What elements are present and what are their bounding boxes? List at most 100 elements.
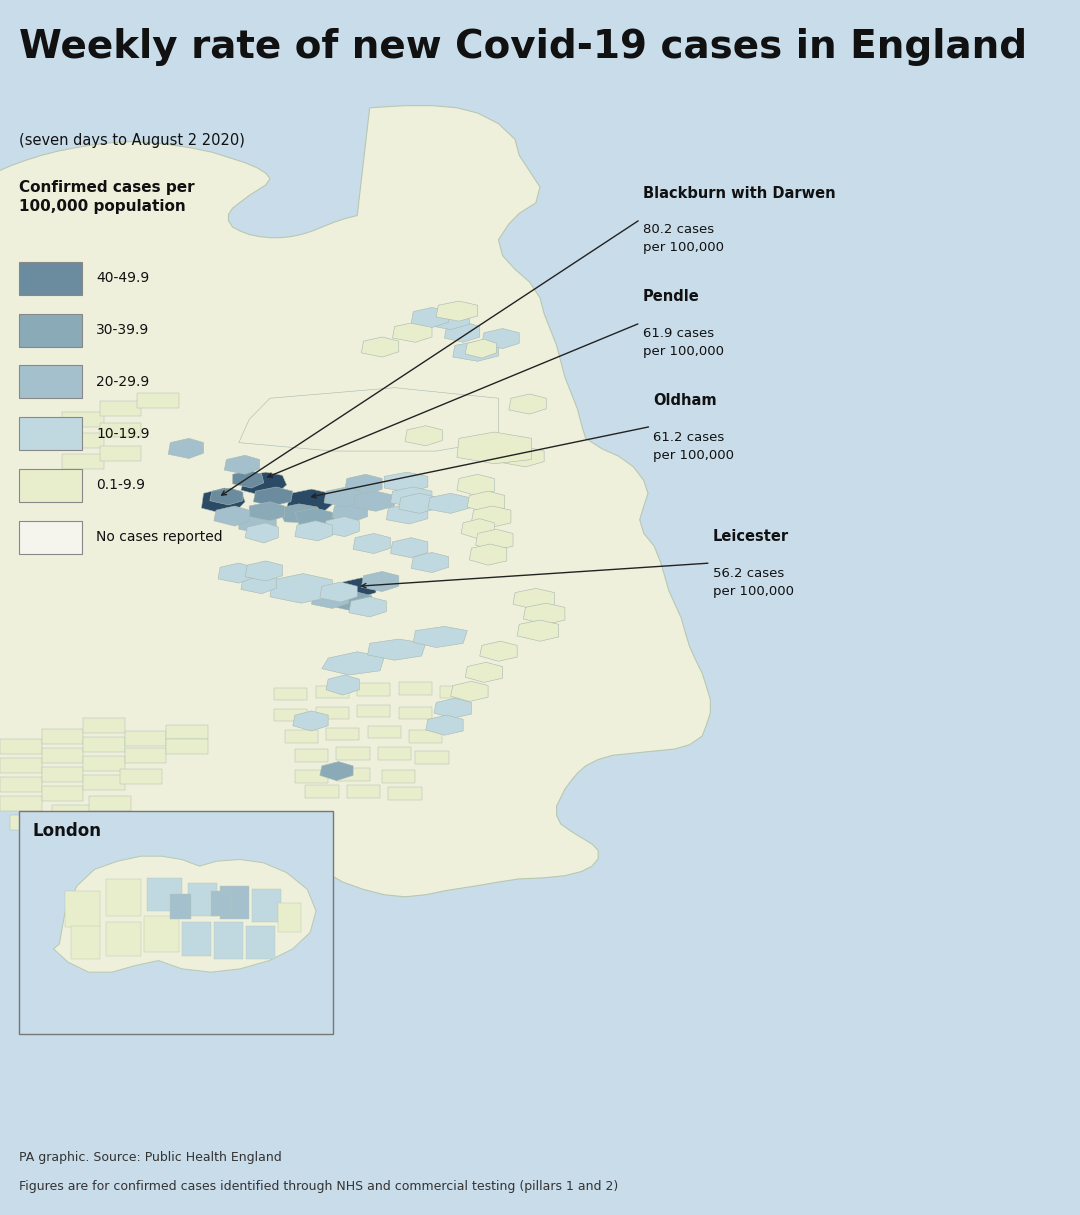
Polygon shape [63,454,104,469]
Polygon shape [320,762,353,780]
Polygon shape [295,770,328,782]
Text: (seven days to August 2 2020): (seven days to August 2 2020) [19,134,245,148]
Polygon shape [166,740,207,755]
Polygon shape [249,502,284,521]
Polygon shape [245,561,283,581]
Polygon shape [99,423,141,437]
Polygon shape [83,756,124,772]
Polygon shape [0,740,41,755]
Polygon shape [284,730,318,742]
Polygon shape [357,684,391,696]
Polygon shape [41,729,83,744]
Polygon shape [367,725,401,739]
Polygon shape [63,412,104,426]
Polygon shape [362,571,399,592]
Polygon shape [171,894,190,919]
Polygon shape [367,639,426,660]
Polygon shape [414,627,468,648]
Polygon shape [295,748,328,762]
Polygon shape [482,328,519,349]
Text: 56.2 cases
per 100,000: 56.2 cases per 100,000 [713,567,794,598]
Polygon shape [41,748,83,763]
Polygon shape [41,767,83,781]
Polygon shape [502,447,544,467]
Polygon shape [274,688,308,700]
Bar [19,812,333,1034]
Polygon shape [441,685,473,699]
Polygon shape [71,926,100,959]
Polygon shape [214,505,249,526]
Polygon shape [99,401,141,417]
Polygon shape [246,926,275,959]
Polygon shape [311,588,349,609]
Polygon shape [434,699,472,718]
Polygon shape [405,425,443,446]
Polygon shape [322,651,384,676]
Polygon shape [457,474,495,496]
Text: 80.2 cases
per 100,000: 80.2 cases per 100,000 [643,224,724,254]
Text: Figures are for confirmed cases identified through NHS and commercial testing (p: Figures are for confirmed cases identifi… [19,1180,619,1193]
Polygon shape [465,662,502,683]
Polygon shape [0,758,41,773]
Text: Oldham: Oldham [653,392,717,408]
Polygon shape [279,504,320,522]
Polygon shape [83,718,124,733]
Polygon shape [426,716,463,735]
Polygon shape [83,738,124,752]
Polygon shape [278,903,301,932]
Polygon shape [11,815,52,830]
Polygon shape [465,339,497,358]
Polygon shape [391,487,432,507]
Polygon shape [144,916,179,953]
Polygon shape [99,446,141,460]
Polygon shape [453,341,499,361]
Polygon shape [254,487,293,505]
Text: 30-39.9: 30-39.9 [96,323,149,337]
Polygon shape [241,573,276,594]
Polygon shape [411,553,448,572]
Polygon shape [286,490,335,514]
Polygon shape [337,768,369,780]
Polygon shape [428,493,470,514]
Polygon shape [54,857,316,972]
Polygon shape [293,711,328,731]
Polygon shape [326,676,360,695]
Polygon shape [124,748,166,763]
Bar [19,520,82,554]
Polygon shape [326,728,360,740]
Polygon shape [382,770,416,782]
Polygon shape [106,880,141,916]
Polygon shape [0,797,41,812]
Polygon shape [349,597,387,617]
Polygon shape [357,705,391,717]
Polygon shape [214,922,243,959]
Polygon shape [315,685,349,699]
Polygon shape [232,470,264,488]
Polygon shape [399,493,438,514]
Text: PA graphic. Source: Public Health England: PA graphic. Source: Public Health Englan… [19,1151,282,1164]
Polygon shape [450,682,488,701]
Text: 61.9 cases
per 100,000: 61.9 cases per 100,000 [643,327,724,358]
Polygon shape [470,544,507,565]
Polygon shape [399,683,432,695]
Polygon shape [0,106,711,897]
Polygon shape [392,322,432,343]
Text: London: London [32,821,102,840]
Polygon shape [121,769,162,784]
Polygon shape [210,488,243,505]
Polygon shape [468,491,504,513]
Text: 10-19.9: 10-19.9 [96,426,150,441]
Polygon shape [181,922,211,955]
Polygon shape [252,889,281,922]
Polygon shape [315,707,349,719]
Text: Weekly rate of new Covid-19 cases in England: Weekly rate of new Covid-19 cases in Eng… [19,28,1027,66]
Polygon shape [245,522,279,543]
Polygon shape [461,519,495,538]
Bar [19,366,82,399]
Polygon shape [211,891,231,916]
Text: Blackburn with Darwen: Blackburn with Darwen [643,186,835,200]
Polygon shape [475,530,513,550]
Polygon shape [166,724,207,740]
Polygon shape [480,642,517,661]
Polygon shape [337,592,372,611]
